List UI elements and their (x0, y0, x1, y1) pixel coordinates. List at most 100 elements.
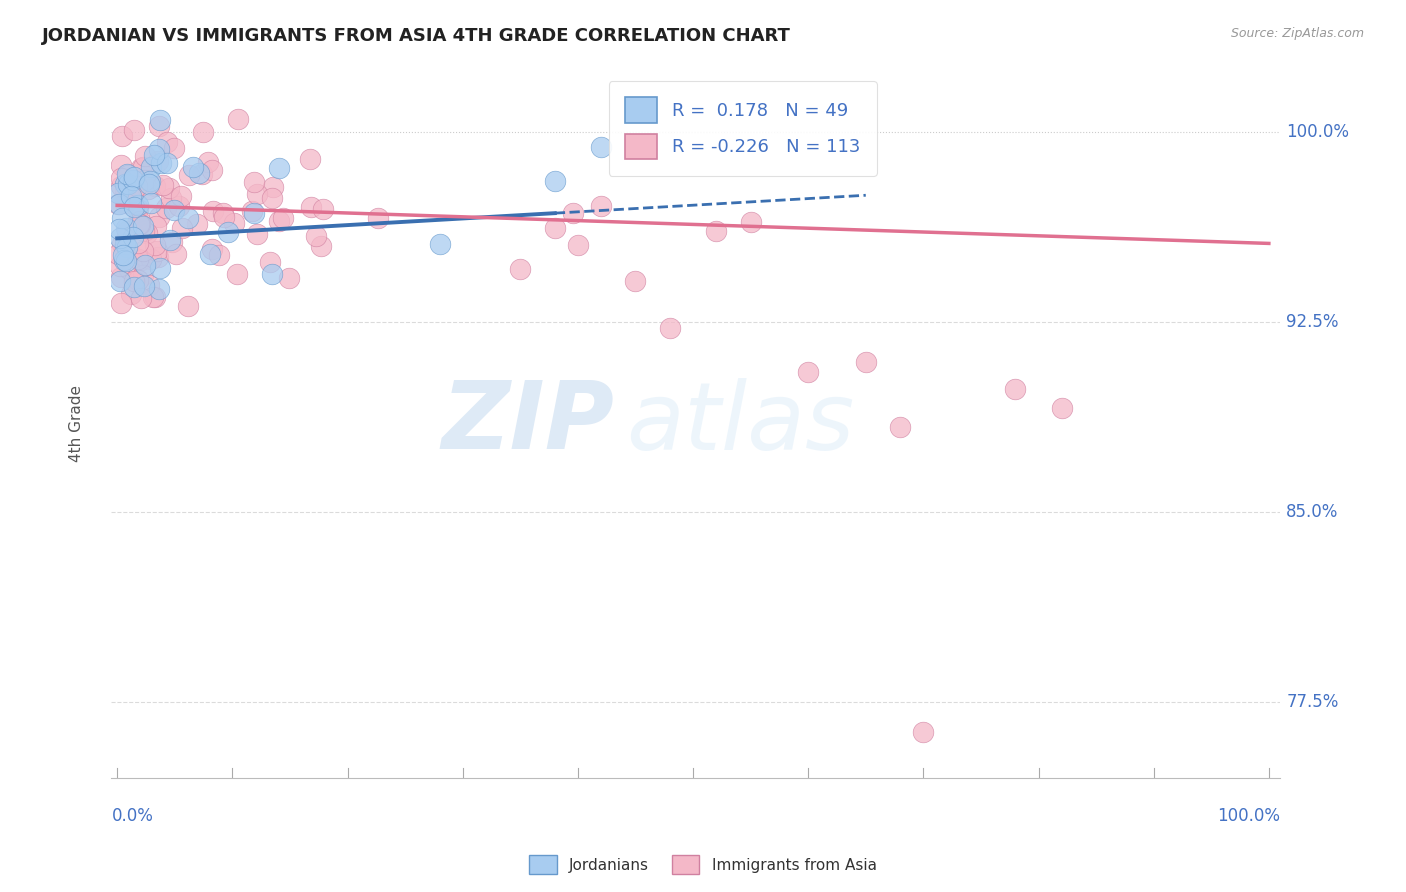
Point (138, 177, 160, 191)
Point (304, 229, 326, 244)
Point (262, 267, 284, 281)
Point (148, 282, 170, 296)
Point (1050, 401, 1073, 416)
Point (117, 168, 139, 182)
Legend: Jordanians, Immigrants from Asia: Jordanians, Immigrants from Asia (523, 849, 883, 880)
Point (271, 211, 294, 225)
Point (117, 169, 139, 183)
Point (132, 244, 155, 258)
Point (110, 178, 132, 193)
Point (163, 141, 186, 155)
Point (299, 201, 322, 215)
Point (267, 161, 290, 176)
Point (260, 191, 283, 205)
Point (169, 188, 191, 202)
Point (115, 240, 138, 254)
Point (159, 234, 181, 248)
Point (148, 261, 170, 276)
Point (544, 174, 567, 188)
Legend: R =  0.178   N = 49, R = -0.226   N = 113: R = 0.178 N = 49, R = -0.226 N = 113 (609, 81, 876, 176)
Point (1004, 382, 1026, 396)
Point (190, 167, 212, 181)
Point (509, 261, 531, 276)
Point (129, 253, 152, 268)
Point (108, 259, 131, 273)
Point (259, 255, 281, 269)
Point (110, 296, 132, 310)
Point (127, 202, 149, 217)
Point (129, 217, 152, 231)
Point (176, 300, 198, 314)
Point (889, 419, 911, 434)
Text: 4th Grade: 4th Grade (69, 384, 84, 462)
Point (163, 202, 186, 217)
Point (177, 168, 200, 182)
Point (149, 156, 172, 170)
Point (197, 155, 219, 169)
Point (127, 197, 149, 211)
Point (107, 247, 129, 261)
Point (145, 219, 167, 233)
Point (114, 177, 136, 191)
Point (122, 230, 145, 244)
Text: ZIP: ZIP (441, 377, 614, 469)
Point (128, 214, 150, 228)
Point (132, 160, 155, 174)
Point (160, 191, 183, 205)
Point (121, 185, 143, 199)
Point (165, 247, 187, 261)
Point (111, 236, 134, 251)
Point (208, 248, 231, 262)
Point (198, 246, 221, 260)
Point (138, 277, 160, 292)
Point (157, 180, 180, 194)
Text: 0.0%: 0.0% (111, 807, 153, 825)
Point (115, 224, 138, 238)
Point (152, 178, 174, 193)
Point (561, 205, 583, 219)
Point (146, 153, 169, 168)
Point (139, 252, 162, 266)
Point (125, 178, 148, 193)
Point (298, 152, 321, 166)
Point (132, 219, 155, 233)
Point (740, 215, 762, 229)
Text: Source: ZipAtlas.com: Source: ZipAtlas.com (1230, 27, 1364, 40)
Point (136, 227, 159, 241)
Point (224, 216, 246, 230)
Point (108, 197, 131, 211)
Point (186, 217, 208, 231)
Point (156, 135, 179, 149)
Point (112, 253, 135, 268)
Point (217, 225, 239, 239)
Point (143, 238, 166, 252)
Point (110, 270, 132, 285)
Point (134, 172, 156, 186)
Point (110, 171, 132, 186)
Point (367, 211, 389, 225)
Point (132, 224, 155, 238)
Point (245, 227, 267, 241)
Point (132, 268, 155, 283)
Point (134, 149, 156, 163)
Point (124, 200, 146, 214)
Point (110, 230, 132, 244)
Point (138, 182, 160, 196)
Point (127, 273, 149, 287)
Point (108, 274, 131, 288)
Point (131, 161, 153, 175)
Point (225, 268, 247, 282)
Point (134, 258, 156, 272)
Point (589, 199, 612, 213)
Point (148, 210, 170, 224)
Point (114, 196, 136, 211)
Point (202, 204, 225, 219)
Text: JORDANIAN VS IMMIGRANTS FROM ASIA 4TH GRADE CORRELATION CHART: JORDANIAN VS IMMIGRANTS FROM ASIA 4TH GR… (42, 27, 792, 45)
Point (155, 201, 177, 215)
Point (128, 219, 150, 233)
Point (797, 365, 820, 379)
Point (122, 170, 145, 185)
Point (129, 253, 152, 268)
Point (167, 199, 190, 213)
Point (114, 254, 136, 268)
